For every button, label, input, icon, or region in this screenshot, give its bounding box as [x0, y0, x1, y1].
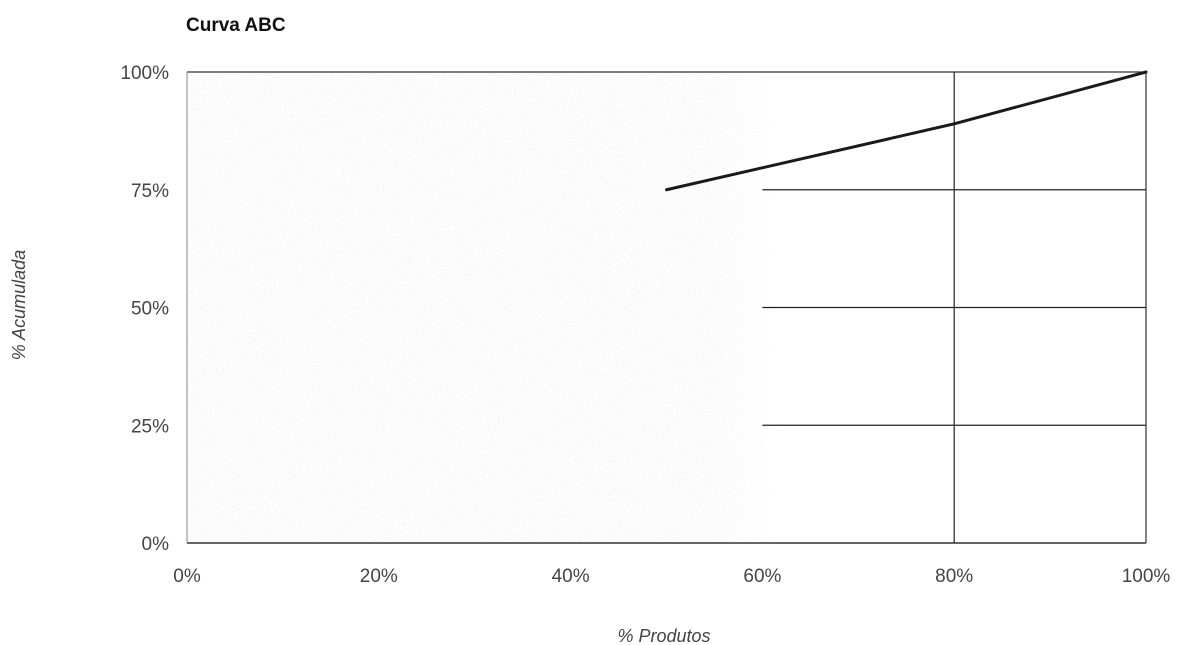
y-axis-title: % Acumulada: [9, 250, 29, 360]
x-tick-labels: 0% 20% 40% 60% 80% 100%: [173, 566, 1170, 587]
y-tick-label: 0%: [142, 534, 170, 555]
y-tick-label: 100%: [120, 63, 169, 84]
x-axis-title: % Produtos: [617, 626, 710, 645]
y-tick-labels: 0% 25% 50% 75% 100%: [120, 63, 169, 555]
y-tick-label: 50%: [131, 299, 169, 320]
reference-lines: [762, 72, 1146, 543]
plot-frame: [186, 71, 1147, 544]
x-tick-label: 80%: [935, 566, 973, 587]
y-tick-label: 25%: [131, 416, 169, 437]
chart-title: Curva ABC: [186, 15, 286, 36]
x-tick-label: 0%: [173, 566, 201, 587]
x-tick-label: 100%: [1122, 566, 1171, 587]
y-tick-label: 75%: [131, 181, 169, 202]
x-tick-label: 20%: [360, 566, 398, 587]
x-tick-label: 60%: [743, 566, 781, 587]
x-tick-label: 40%: [552, 566, 590, 587]
series-layer: [665, 70, 1148, 192]
